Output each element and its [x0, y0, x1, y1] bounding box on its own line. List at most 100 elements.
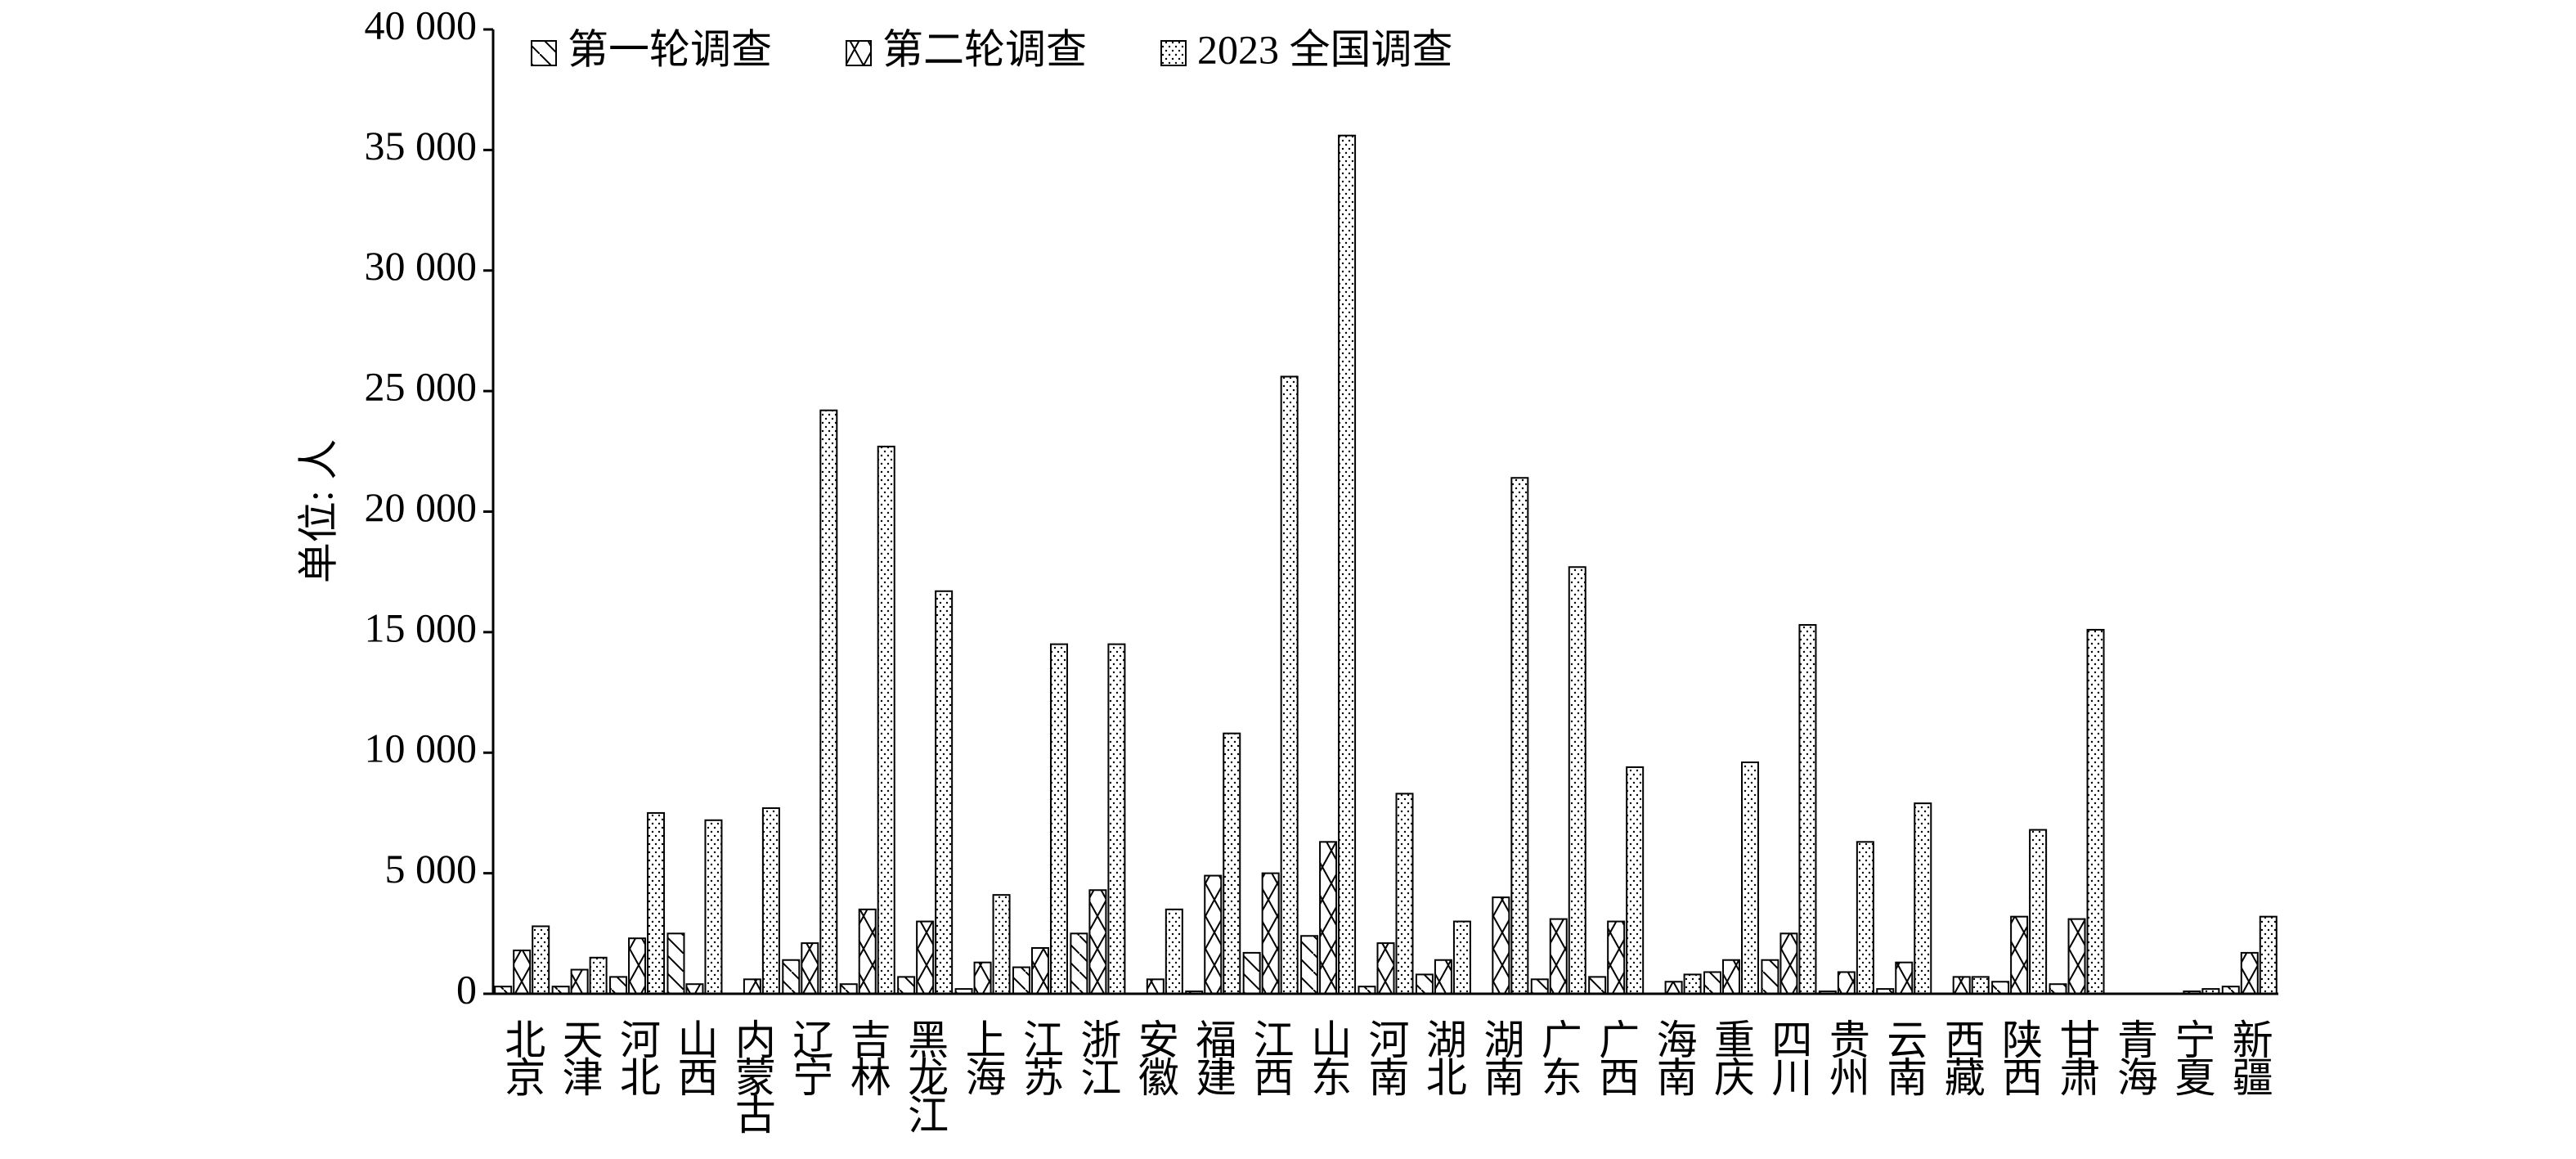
bar: [1952, 976, 1971, 995]
bar: [2049, 983, 2067, 995]
bar: [1338, 134, 1357, 995]
x-tick-label: 新疆: [2227, 1018, 2273, 1096]
x-tick-label: 吉林: [845, 1018, 891, 1096]
bar: [1300, 935, 1319, 995]
x-tick-label: 甘肃: [2054, 1018, 2100, 1096]
bar: [1261, 872, 1280, 995]
bar: [1703, 971, 1722, 995]
bar: [2240, 951, 2259, 995]
bar: [2010, 915, 2029, 995]
bar: [1991, 981, 2010, 995]
bar: [1146, 978, 1165, 995]
x-tick-label: 湖南: [1478, 1018, 1524, 1096]
bar: [1607, 920, 1626, 995]
bar: [1510, 477, 1529, 995]
bar: [1568, 566, 1586, 995]
bar: [1722, 959, 1741, 995]
y-tick-label: 25 000: [365, 364, 478, 410]
legend-swatch: [531, 40, 557, 66]
x-tick-label: 陕西: [1996, 1018, 2042, 1096]
bar: [609, 976, 628, 995]
x-tick-label: 广东: [1536, 1018, 1582, 1095]
x-tick-label: 海南: [1651, 1018, 1697, 1096]
bar: [1626, 766, 1645, 995]
y-axis-label: 单位: 人: [295, 439, 341, 583]
x-tick-label: 黑龙江: [902, 1018, 948, 1133]
bar: [647, 811, 666, 995]
bar: [2029, 829, 2048, 995]
x-tick-label: 福建: [1190, 1018, 1236, 1096]
bar: [2259, 915, 2278, 995]
x-tick-label: 西藏: [1939, 1018, 1985, 1096]
bar: [532, 925, 550, 995]
bar: [1088, 889, 1107, 995]
x-tick-label: 江西: [1248, 1018, 1294, 1096]
bar: [1204, 874, 1223, 995]
bar: [743, 978, 761, 995]
bar: [1012, 966, 1030, 995]
bar: [1107, 643, 1126, 995]
bar: [782, 959, 801, 995]
x-tick-label: 宁夏: [2169, 1018, 2215, 1096]
bar: [1761, 959, 1779, 995]
bar: [1588, 976, 1607, 995]
x-tick-label: 青海: [2112, 1018, 2157, 1096]
x-tick-label: 河南: [1363, 1018, 1409, 1096]
x-tick-label: 山西: [671, 1018, 717, 1096]
bar: [1434, 959, 1452, 995]
legend-label: 第二轮调查: [882, 26, 1087, 72]
bar: [2086, 628, 2105, 995]
bar: [1856, 841, 1874, 995]
bar: [1549, 918, 1568, 995]
bar: [628, 937, 647, 995]
x-tick-label: 上海: [960, 1018, 1006, 1096]
x-tick-label: 云南: [1881, 1018, 1927, 1096]
bar: [1376, 942, 1395, 995]
bar: [1070, 932, 1088, 995]
bar: [916, 920, 935, 995]
y-tick-label: 20 000: [365, 484, 478, 530]
bar: [2067, 918, 2086, 995]
bar: [761, 807, 780, 995]
bar: [1319, 841, 1338, 995]
x-tick-label: 湖北: [1420, 1018, 1466, 1095]
x-tick-label: 重庆: [1708, 1018, 1754, 1096]
bar: [1280, 375, 1299, 995]
x-tick-label: 安徽: [1133, 1018, 1178, 1096]
bar: [666, 932, 685, 995]
bar: [1530, 978, 1549, 995]
bar: [1452, 920, 1471, 995]
bar: [1741, 761, 1760, 995]
bar: [858, 908, 877, 995]
x-tick-label: 辽宁: [787, 1018, 832, 1095]
legend-swatch: [846, 40, 872, 66]
x-tick-label: 广西: [1593, 1018, 1639, 1096]
x-tick-label: 天津: [557, 1018, 603, 1096]
bar: [1242, 951, 1261, 995]
y-tick-label: 15 000: [365, 604, 478, 650]
legend-swatch: [1160, 40, 1187, 66]
bar: [1895, 961, 1914, 995]
bar: [1837, 971, 1856, 995]
bar: [897, 976, 916, 995]
bar: [1798, 624, 1817, 995]
bar: [819, 409, 838, 995]
y-tick-label: 35 000: [365, 123, 478, 168]
bar: [877, 445, 895, 995]
bar: [992, 894, 1011, 995]
y-tick-label: 5 000: [385, 846, 478, 892]
bar: [839, 983, 858, 995]
x-tick-label: 河北: [614, 1018, 660, 1095]
bar: [1049, 643, 1068, 995]
bar: [1223, 732, 1241, 995]
x-tick-label: 贵州: [1824, 1018, 1869, 1095]
bar: [973, 961, 992, 995]
x-tick-label: 四川: [1766, 1018, 1811, 1096]
bar: [1683, 973, 1702, 995]
bar: [1914, 802, 1932, 995]
bar: [570, 968, 589, 995]
legend-label: 2023 全国调查: [1197, 26, 1453, 72]
x-tick-label: 北京: [499, 1018, 545, 1096]
bar: [935, 590, 954, 995]
